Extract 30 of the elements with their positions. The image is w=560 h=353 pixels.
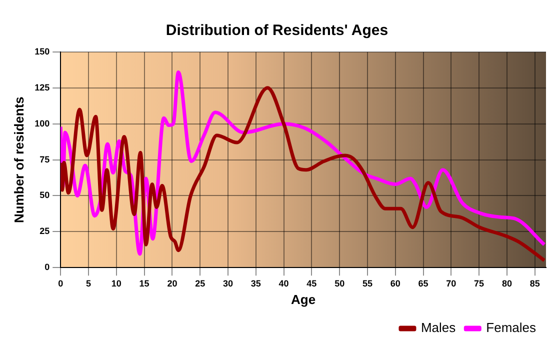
x-tick-label: 70 — [446, 278, 456, 288]
y-tick-label: 0 — [44, 262, 50, 272]
x-tick-label: 15 — [139, 278, 150, 288]
x-axis-title: Age — [291, 292, 316, 307]
x-tick-label: 55 — [362, 278, 372, 288]
legend-label: Males — [420, 320, 456, 336]
y-axis-title: Number of residents — [11, 96, 26, 224]
x-tick-label: 45 — [306, 278, 317, 288]
x-tick-label: 75 — [474, 278, 484, 288]
y-tick-label: 50 — [40, 190, 50, 200]
x-tick-label: 85 — [530, 278, 540, 288]
x-tick-label: 10 — [111, 278, 122, 288]
legend-label: Females — [486, 320, 536, 336]
x-tick-label: 65 — [418, 278, 428, 288]
x-tick-label: 5 — [86, 278, 92, 288]
x-tick-label: 20 — [167, 278, 178, 288]
x-tick-label: 40 — [278, 278, 289, 288]
y-tick-label: 150 — [34, 46, 50, 56]
x-tick-label: 30 — [222, 278, 233, 288]
y-tick-label: 25 — [40, 226, 50, 236]
y-tick-label: 75 — [40, 154, 50, 164]
x-tick-label: 50 — [334, 278, 345, 288]
x-tick-label: 25 — [195, 278, 206, 288]
x-tick-label: 80 — [502, 278, 512, 288]
x-tick-label: 60 — [390, 278, 400, 288]
y-tick-label: 125 — [34, 82, 50, 92]
x-tick-label: 35 — [250, 278, 261, 288]
chart-title: Distribution of Residents' Ages — [166, 22, 388, 40]
y-tick-label: 100 — [34, 118, 50, 128]
x-tick-label: 0 — [58, 278, 64, 288]
